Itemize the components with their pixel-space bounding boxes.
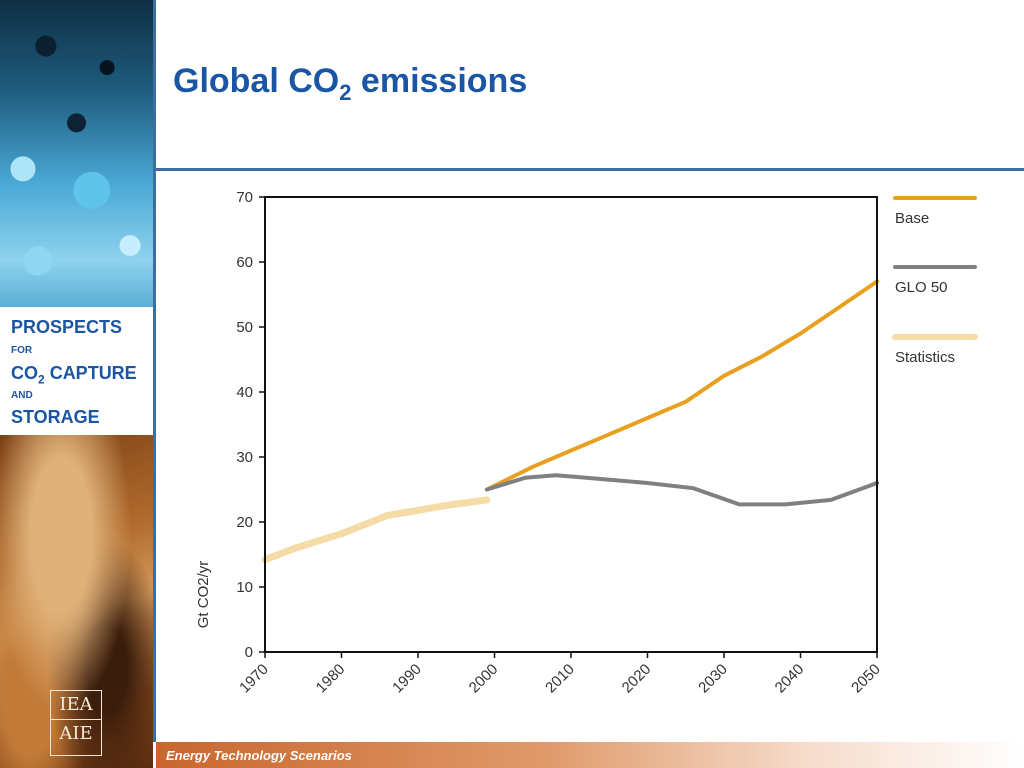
y-axis-label: Gt CO2/yr [195, 561, 212, 629]
series-line-glo-50 [484, 473, 879, 507]
x-tick-label: 2000 [466, 661, 502, 697]
x-tick-label: 1980 [313, 661, 349, 697]
y-tick-label: 60 [236, 254, 253, 271]
sidebar-line-for: FOR [11, 345, 33, 356]
sidebar: PROSPECTS FOR CO2 CAPTURE AND STORAGE IE… [0, 0, 153, 768]
rust-image [0, 435, 153, 768]
prospects-box: PROSPECTS FOR CO2 CAPTURE AND STORAGE [0, 307, 153, 435]
footer-text: Energy Technology Scenarios [166, 748, 352, 763]
x-tick-label: 2020 [619, 661, 655, 697]
y-tick-label: 40 [236, 384, 253, 401]
y-tick-label: 50 [236, 319, 253, 336]
sidebar-line-co2-capture: CO2 CAPTURE [11, 363, 137, 387]
page-title: Global CO2 emissions [173, 62, 528, 105]
x-tick-label: 1990 [389, 661, 425, 697]
y-tick-label: 0 [245, 644, 253, 661]
legend-label-glo-50: GLO 50 [895, 279, 948, 296]
x-tick-label: 2040 [772, 661, 808, 697]
legend-label-statistics: Statistics [895, 349, 955, 366]
iea-logo: IEA AIE [50, 690, 102, 756]
y-tick-label: 70 [236, 189, 253, 206]
footer-bar [156, 742, 1024, 768]
y-tick-label: 30 [236, 449, 253, 466]
bubbles-image [0, 0, 153, 307]
y-tick-label: 10 [236, 579, 253, 596]
x-tick-label: 1970 [236, 661, 272, 697]
x-tick-label: 2050 [848, 661, 884, 697]
sidebar-line-prospects: PROSPECTS [11, 317, 123, 337]
x-tick-label: 2030 [695, 661, 731, 697]
sidebar-line-and: AND [11, 390, 33, 401]
legend-label-base: Base [895, 210, 929, 227]
vertical-divider [153, 0, 156, 742]
plot-frame [264, 196, 878, 653]
x-tick-label: 2010 [542, 661, 578, 697]
horizontal-divider [153, 168, 1024, 171]
y-tick-label: 20 [236, 514, 253, 531]
series-line-base [484, 279, 879, 492]
sidebar-line-storage: STORAGE [11, 407, 100, 427]
series-line-statistics [261, 496, 491, 564]
